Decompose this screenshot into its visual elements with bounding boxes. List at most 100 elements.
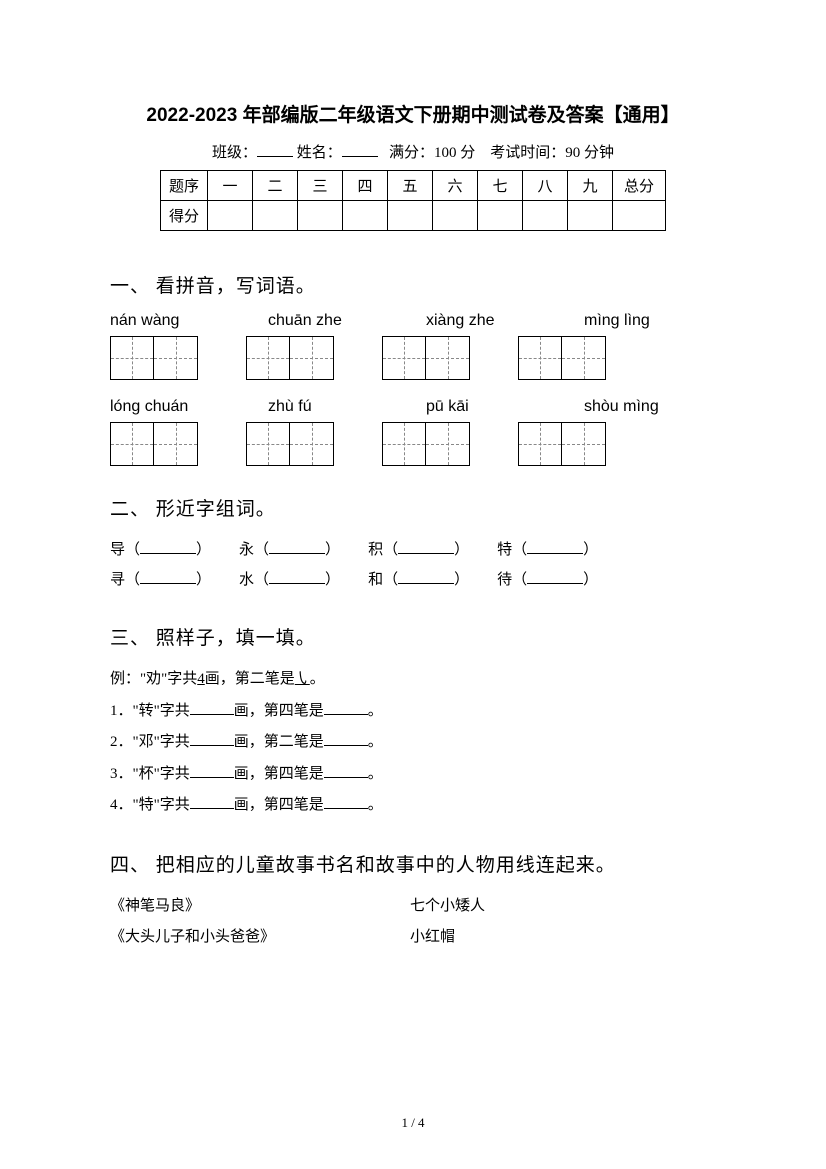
- cell[interactable]: [253, 201, 298, 231]
- cell[interactable]: [433, 201, 478, 231]
- answer-blank[interactable]: [190, 731, 234, 746]
- answer-blank[interactable]: [190, 763, 234, 778]
- q4-left[interactable]: 《神笔马良》: [110, 891, 410, 923]
- char-label: 水（: [239, 565, 269, 595]
- example-shape: ㇂: [295, 671, 310, 687]
- q4-right[interactable]: 七个小矮人: [410, 891, 485, 923]
- char-label: 特（: [497, 535, 527, 565]
- q3-item: 3．"杯"字共画，第四笔是。: [110, 759, 716, 791]
- pinyin: pū kāi: [426, 398, 536, 416]
- q2-row: 寻（） 水（） 和（） 待（）: [110, 565, 716, 595]
- q4-heading: 四、 把相应的儿童故事书名和故事中的人物用线连起来。: [110, 850, 716, 877]
- q4-left[interactable]: 《大头儿子和小头爸爸》: [110, 922, 410, 954]
- cell[interactable]: [613, 201, 666, 231]
- answer-blank[interactable]: [324, 763, 368, 778]
- q2-row: 导（） 永（） 积（） 特（）: [110, 535, 716, 565]
- text: "字共: [154, 766, 190, 782]
- q4-body: 《神笔马良》 七个小矮人 《大头儿子和小头爸爸》 小红帽: [110, 891, 716, 954]
- answer-blank[interactable]: [324, 700, 368, 715]
- col-6: 六: [433, 171, 478, 201]
- col-3: 三: [298, 171, 343, 201]
- class-blank[interactable]: [257, 142, 293, 157]
- item-num: 2．: [110, 734, 133, 750]
- q2-cell: 导（）: [110, 535, 211, 565]
- char: 邓: [139, 734, 154, 750]
- col-5: 五: [388, 171, 433, 201]
- q3-heading: 三、 照样子，填一填。: [110, 623, 716, 650]
- text: 。: [368, 703, 383, 719]
- pinyin-row-2: lóng chuán zhù fú pū kāi shòu mìng: [110, 398, 716, 416]
- answer-blank[interactable]: [140, 569, 196, 584]
- cell[interactable]: [208, 201, 253, 231]
- q2-grid: 导（） 永（） 积（） 特（） 寻（） 水（） 和（） 待（）: [110, 535, 716, 595]
- char-label: 和（: [368, 565, 398, 595]
- q2-heading: 二、 形近字组词。: [110, 494, 716, 521]
- char-label: 永（: [239, 535, 269, 565]
- pinyin-row-1: nán wàng chuān zhe xiàng zhe mìng lìng: [110, 312, 716, 330]
- char-box[interactable]: [110, 336, 198, 380]
- text: 。: [368, 766, 383, 782]
- score-header-row: 题序 一 二 三 四 五 六 七 八 九 总分: [161, 171, 666, 201]
- char-box[interactable]: [246, 422, 334, 466]
- answer-blank[interactable]: [269, 569, 325, 584]
- cell[interactable]: [568, 201, 613, 231]
- char-box[interactable]: [110, 422, 198, 466]
- row2-label: 得分: [161, 201, 208, 231]
- q2-cell: 和（ ）: [368, 565, 469, 595]
- q2-cell: 特（）: [497, 535, 598, 565]
- name-blank[interactable]: [342, 142, 378, 157]
- answer-blank[interactable]: [190, 700, 234, 715]
- cell[interactable]: [478, 201, 523, 231]
- char-box[interactable]: [518, 422, 606, 466]
- pinyin: zhù fú: [268, 398, 378, 416]
- q3-item: 4．"特"字共画，第四笔是。: [110, 790, 716, 822]
- col-2: 二: [253, 171, 298, 201]
- full-label: 满分：: [389, 145, 434, 161]
- char-box[interactable]: [246, 336, 334, 380]
- box-row-1: [110, 336, 716, 380]
- text: 画，第二笔是: [234, 734, 324, 750]
- col-total: 总分: [613, 171, 666, 201]
- answer-blank[interactable]: [527, 569, 583, 584]
- answer-blank[interactable]: [398, 539, 454, 554]
- text: 。: [368, 797, 383, 813]
- text: 例："劝"字共: [110, 671, 197, 687]
- q3-item: 2．"邓"字共画，第二笔是。: [110, 727, 716, 759]
- paren: ）: [583, 565, 598, 595]
- cell[interactable]: [298, 201, 343, 231]
- answer-blank[interactable]: [324, 794, 368, 809]
- q2-cell: 待（）: [497, 565, 598, 595]
- char-box[interactable]: [382, 336, 470, 380]
- text: 画，第四笔是: [234, 797, 324, 813]
- pinyin: shòu mìng: [584, 398, 694, 416]
- cell[interactable]: [388, 201, 433, 231]
- text: 。: [368, 734, 383, 750]
- char-box[interactable]: [382, 422, 470, 466]
- cell[interactable]: [523, 201, 568, 231]
- answer-blank[interactable]: [527, 539, 583, 554]
- item-num: 1．: [110, 703, 133, 719]
- q4-right[interactable]: 小红帽: [410, 922, 455, 954]
- answer-blank[interactable]: [398, 569, 454, 584]
- page-title: 2022-2023 年部编版二年级语文下册期中测试卷及答案【通用】: [110, 100, 716, 127]
- text: 。: [310, 671, 325, 687]
- answer-blank[interactable]: [190, 794, 234, 809]
- col-8: 八: [523, 171, 568, 201]
- text: 画，第四笔是: [234, 766, 324, 782]
- text: 画，第二笔是: [205, 671, 295, 687]
- col-1: 一: [208, 171, 253, 201]
- paren: ）: [454, 565, 469, 595]
- col-7: 七: [478, 171, 523, 201]
- cell[interactable]: [343, 201, 388, 231]
- answer-blank[interactable]: [324, 731, 368, 746]
- name-label: 姓名：: [297, 145, 342, 161]
- col-9: 九: [568, 171, 613, 201]
- char-box[interactable]: [518, 336, 606, 380]
- q1-heading: 一、 看拼音，写词语。: [110, 271, 716, 298]
- answer-blank[interactable]: [140, 539, 196, 554]
- char: 特: [139, 797, 154, 813]
- meta-line: 班级： 姓名： 满分：100 分 考试时间：90 分钟: [110, 141, 716, 162]
- q3-example: 例："劝"字共4画，第二笔是㇂。: [110, 664, 716, 696]
- answer-blank[interactable]: [269, 539, 325, 554]
- text: "字共: [154, 703, 190, 719]
